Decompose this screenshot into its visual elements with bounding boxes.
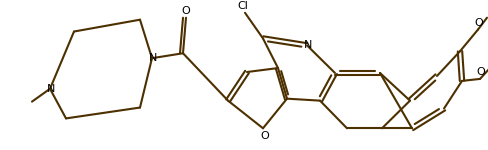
Text: Cl: Cl	[237, 1, 248, 11]
Text: N: N	[148, 53, 157, 63]
Text: O: O	[260, 131, 269, 141]
Text: O: O	[476, 67, 485, 77]
Text: N: N	[303, 40, 311, 50]
Text: O: O	[474, 18, 482, 28]
Text: N: N	[47, 84, 55, 94]
Text: O: O	[181, 6, 190, 16]
